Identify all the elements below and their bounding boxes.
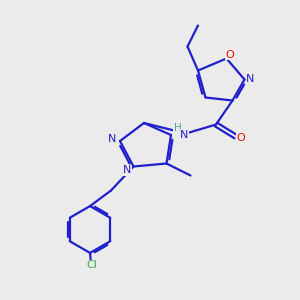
Text: N: N xyxy=(123,165,132,175)
Text: N: N xyxy=(180,130,189,140)
Text: N: N xyxy=(246,74,255,84)
Text: N: N xyxy=(108,134,117,144)
Text: O: O xyxy=(236,133,245,143)
Text: H: H xyxy=(174,123,182,133)
Text: Cl: Cl xyxy=(86,260,97,271)
Text: O: O xyxy=(226,50,235,60)
